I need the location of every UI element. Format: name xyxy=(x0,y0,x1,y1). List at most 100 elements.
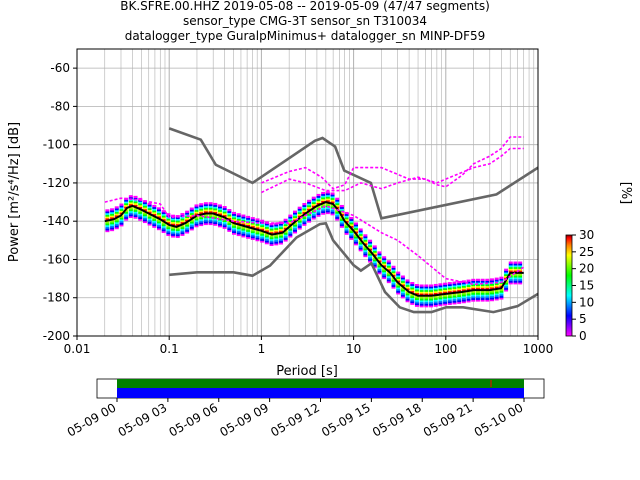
density-cell xyxy=(260,238,265,241)
density-cell xyxy=(152,220,157,223)
density-cell xyxy=(105,226,110,229)
density-cell xyxy=(119,206,124,210)
density-cell xyxy=(194,206,199,209)
timeline-tick-label: 05-09 18 xyxy=(370,400,424,439)
density-cell xyxy=(217,211,222,214)
density-cell xyxy=(138,209,143,213)
density-cell xyxy=(222,218,227,221)
density-cell xyxy=(461,299,466,302)
density-cell xyxy=(499,278,504,281)
density-cell xyxy=(302,215,307,218)
density-cell xyxy=(288,218,293,221)
density-cell xyxy=(283,222,288,225)
density-cell xyxy=(213,220,218,223)
density-cell xyxy=(400,289,405,292)
density-cell xyxy=(513,278,518,281)
density-cell xyxy=(264,242,269,245)
density-cell xyxy=(339,220,344,223)
density-cell xyxy=(330,213,335,216)
density-cell xyxy=(358,230,363,233)
density-cell xyxy=(349,220,354,223)
density-cell xyxy=(288,214,293,217)
density-cell xyxy=(358,243,363,247)
x-tick-label: 0.01 xyxy=(64,342,91,356)
density-cell xyxy=(475,285,480,288)
density-cell xyxy=(175,228,180,232)
density-cell xyxy=(278,233,283,236)
density-cell xyxy=(161,213,166,216)
density-cell xyxy=(372,250,377,253)
density-cell xyxy=(353,225,358,229)
density-cell xyxy=(499,297,504,300)
density-cell xyxy=(105,211,110,214)
density-cell xyxy=(232,217,237,220)
density-cell xyxy=(203,214,208,217)
density-cell xyxy=(264,224,269,228)
density-cell xyxy=(344,227,349,230)
density-cell xyxy=(269,238,274,241)
density-cell xyxy=(307,201,312,204)
density-cell xyxy=(353,236,358,239)
density-cell xyxy=(114,209,119,212)
timeline-tick-label: 05-09 03 xyxy=(116,400,170,439)
density-cell xyxy=(443,291,448,294)
density-cell xyxy=(213,208,218,211)
density-cell xyxy=(504,284,509,287)
density-cell xyxy=(508,264,513,268)
density-cell xyxy=(377,253,382,256)
density-cell xyxy=(461,295,466,299)
density-cell xyxy=(105,228,110,231)
density-cell xyxy=(499,290,504,293)
density-cell xyxy=(400,282,405,285)
y-tick-label: -100 xyxy=(43,138,70,152)
density-cell xyxy=(156,226,161,229)
density-cell xyxy=(358,245,363,248)
density-cell xyxy=(419,298,424,301)
density-cell xyxy=(391,284,396,287)
density-cell xyxy=(471,280,476,283)
density-cell xyxy=(189,219,194,222)
density-cell xyxy=(485,290,490,294)
density-cell xyxy=(325,198,330,201)
y-tick-label: -140 xyxy=(43,214,70,228)
density-cell xyxy=(335,213,340,216)
density-cell xyxy=(119,208,124,211)
density-cell xyxy=(105,214,110,217)
density-cell xyxy=(166,230,171,233)
density-cell xyxy=(429,303,434,306)
density-cell xyxy=(288,235,293,238)
density-cell xyxy=(382,271,387,274)
density-cell xyxy=(133,209,138,212)
density-cell xyxy=(494,286,499,289)
density-cell xyxy=(508,278,513,281)
density-cell xyxy=(335,216,340,219)
density-cell xyxy=(316,211,321,214)
density-cell xyxy=(457,294,462,297)
density-cell xyxy=(246,227,251,231)
density-cell xyxy=(283,237,288,240)
density-cell xyxy=(321,209,326,212)
density-cell xyxy=(297,218,302,221)
density-cell xyxy=(152,208,157,211)
density-cell xyxy=(246,215,251,219)
density-cell xyxy=(260,231,265,234)
density-cell xyxy=(419,293,424,296)
density-cell xyxy=(161,229,166,232)
density-cell xyxy=(185,219,190,222)
density-cell xyxy=(156,210,161,213)
series-model-1 xyxy=(169,221,539,314)
density-cell xyxy=(368,239,373,242)
density-cell xyxy=(358,237,363,240)
density-cell xyxy=(461,297,466,300)
density-cell xyxy=(213,211,218,214)
density-cell xyxy=(288,221,293,224)
density-cell xyxy=(161,223,166,227)
density-cell xyxy=(114,211,119,214)
density-cell xyxy=(447,287,452,290)
density-cell xyxy=(152,223,157,227)
density-cell xyxy=(110,213,115,216)
density-cell xyxy=(180,213,185,216)
density-cell xyxy=(349,223,354,227)
density-cell xyxy=(194,219,199,223)
colorbar-tick-label: 0 xyxy=(579,329,587,343)
